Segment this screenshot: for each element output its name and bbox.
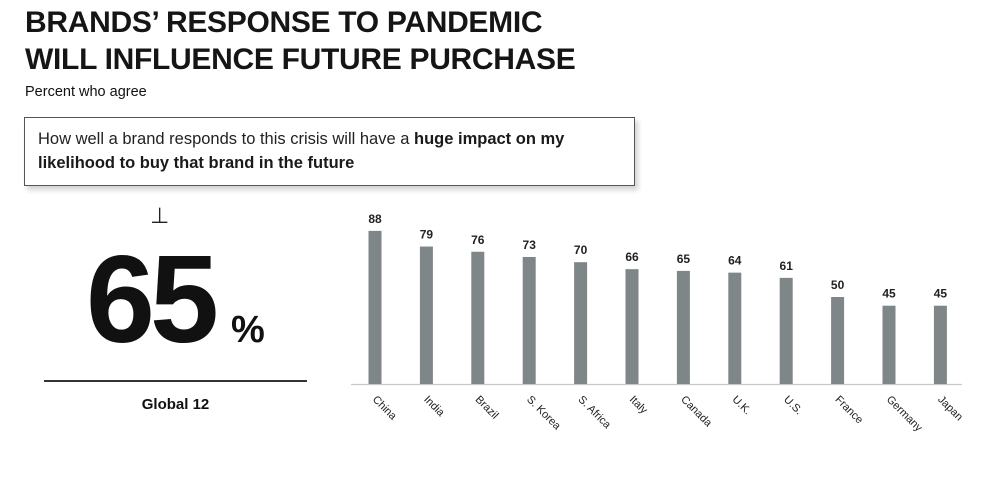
up-tack-icon: ⊥ [150,203,170,228]
chart-title: BRANDS’ RESPONSE TO PANDEMIC WILL INFLUE… [25,4,576,78]
category-tick-label: Italy [627,394,650,417]
data-label: 64 [728,254,742,268]
bar [625,269,639,384]
title-line-2: WILL INFLUENCE FUTURE PURCHASE [25,43,576,76]
bar [831,297,845,384]
statement-bold-text: huge impact on my likelihood to buy that… [38,130,565,172]
statement-box: How well a brand responds to this crisis… [24,117,635,186]
category-tick-label: S. Africa [575,394,613,432]
global-divider [44,380,307,382]
bar [728,272,742,384]
global-percent-sign: % [231,309,265,351]
statement-text: How well a brand responds to this crisis… [38,130,414,148]
data-label: 79 [420,228,434,242]
category-tick-label: Japan [935,394,965,424]
category-tick-label: Brazil [473,394,501,422]
data-label: 45 [882,287,896,301]
data-label: 45 [934,287,948,301]
category-tick-label: India [421,394,447,420]
category-tick-label: China [370,394,399,423]
data-label: 50 [831,278,845,292]
subtitle: Percent who agree [25,84,147,100]
bar [779,277,793,384]
data-label: 76 [471,233,485,247]
data-label: 73 [523,238,537,252]
data-label: 61 [780,259,794,273]
global-label: Global 12 [141,396,210,413]
data-label: 66 [625,250,639,264]
title-line-1: BRANDS’ RESPONSE TO PANDEMIC [25,6,543,39]
bar [419,246,433,384]
data-label: 70 [574,243,588,257]
category-tick-label: U.S. [781,394,805,418]
global-value: 65 [86,231,219,369]
category-tick-label: S. Korea [524,394,563,433]
bar [471,251,485,384]
bar [368,230,382,384]
bar [574,262,588,384]
bar [522,256,536,384]
data-label: 65 [677,252,691,266]
bar [933,305,947,384]
bar [676,270,690,384]
category-tick-label: Germany [884,394,925,435]
category-tick-label: U.K. [730,394,754,418]
category-tick-label: Canada [678,394,714,430]
category-tick-label: France [832,394,865,427]
data-label: 88 [368,212,382,226]
bar [882,305,896,384]
